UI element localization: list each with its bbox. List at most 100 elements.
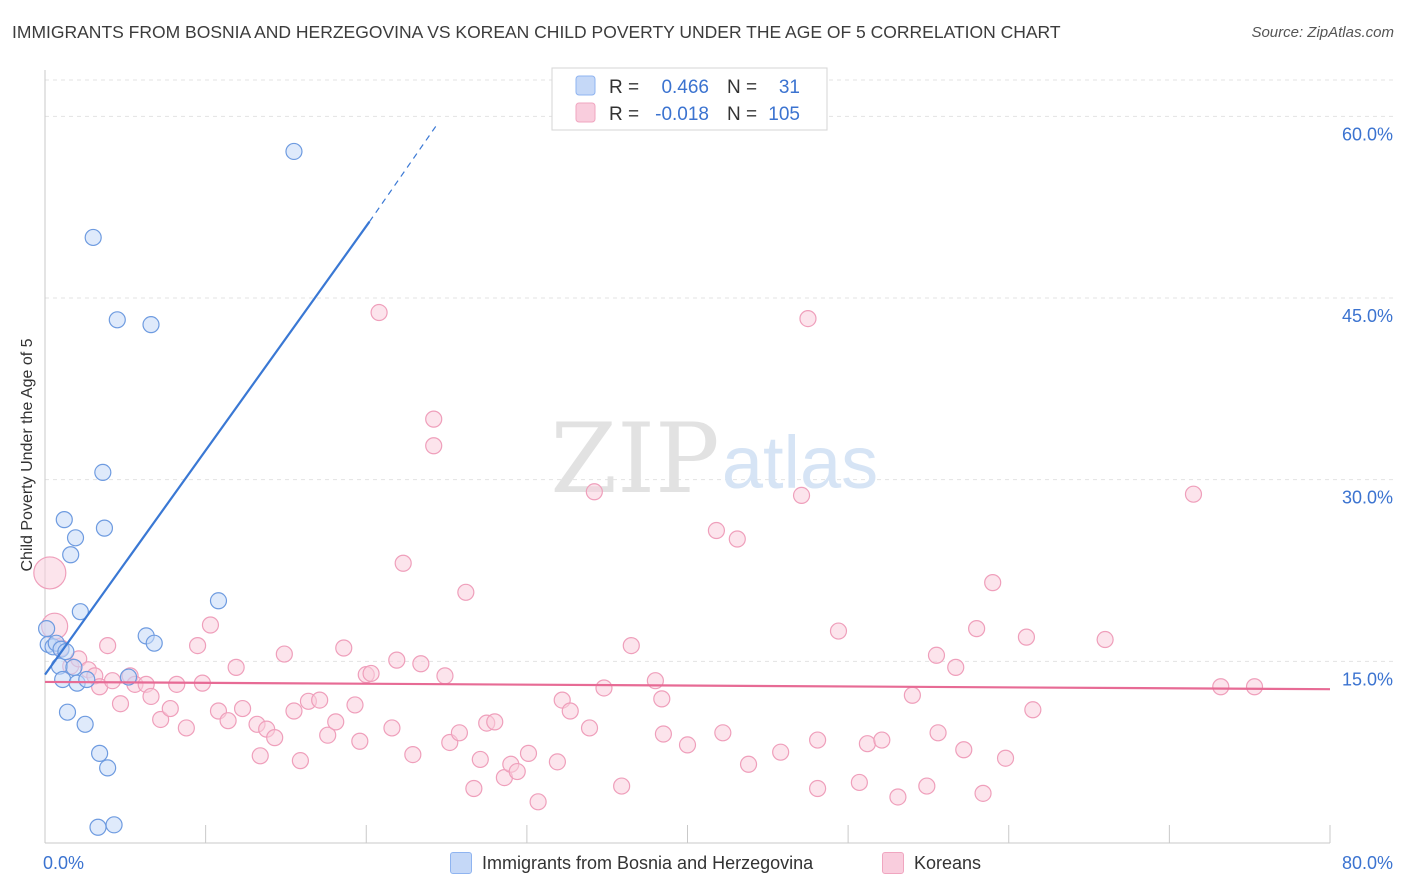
data-point <box>285 142 303 161</box>
data-point <box>394 554 412 572</box>
stats-box: R = 0.466 N = 31 R = -0.018 N = 105 <box>551 67 828 131</box>
data-point <box>929 724 947 742</box>
data-point <box>425 410 443 428</box>
data-point <box>94 463 112 481</box>
data-point <box>585 483 603 501</box>
data-point <box>561 702 579 720</box>
data-point <box>714 724 732 742</box>
data-point <box>873 731 891 749</box>
data-point <box>319 726 337 744</box>
data-point <box>792 486 811 505</box>
legend-swatch-bosnia <box>450 852 472 874</box>
data-point <box>1184 485 1203 503</box>
data-point <box>233 699 252 718</box>
data-point <box>1245 678 1264 696</box>
series-koreans <box>33 303 1264 811</box>
stats-swatch-bosnia <box>575 75 596 96</box>
data-point <box>595 679 613 697</box>
data-point <box>89 818 107 836</box>
data-point <box>351 732 369 750</box>
y-tick-label: 60.0% <box>1342 124 1393 144</box>
stats-r-label-1: R = <box>609 77 639 98</box>
data-point <box>209 592 228 610</box>
data-point <box>809 731 827 749</box>
data-point <box>984 574 1002 592</box>
data-point <box>71 603 89 621</box>
data-point <box>654 725 673 743</box>
legend-label-koreans: Koreans <box>914 852 982 873</box>
stats-r-value-1: 0.466 <box>661 77 709 98</box>
legend-item-koreans: Koreans <box>882 852 981 874</box>
data-point <box>799 309 817 328</box>
y-tick-label: 45.0% <box>1342 306 1393 326</box>
data-point <box>91 744 109 762</box>
data-point <box>335 639 353 657</box>
data-point <box>622 636 640 655</box>
data-point <box>486 713 504 731</box>
legend-label-bosnia: Immigrants from Bosnia and Herzegovina <box>482 852 814 873</box>
x-tick-labels: 0.0% 80.0% <box>43 853 1393 873</box>
data-point <box>291 752 309 770</box>
data-point <box>62 546 80 564</box>
stats-r-value-2: -0.018 <box>655 104 709 125</box>
data-point <box>84 228 102 247</box>
data-point <box>678 736 697 754</box>
data-point <box>119 668 138 686</box>
source-label: Source: ZipAtlas.com <box>1251 24 1394 41</box>
data-point <box>450 724 469 742</box>
data-point <box>457 583 475 601</box>
x-tick-label-max: 80.0% <box>1342 853 1393 873</box>
data-point <box>548 753 566 771</box>
data-point <box>425 437 443 455</box>
data-point <box>1017 628 1036 646</box>
data-point <box>772 743 790 761</box>
data-point <box>58 703 77 721</box>
data-point <box>55 511 73 529</box>
data-point <box>465 779 483 798</box>
data-point <box>346 696 364 714</box>
data-point <box>161 699 179 718</box>
data-point <box>327 713 345 731</box>
trend-line-koreans <box>44 680 1331 691</box>
data-point <box>142 687 160 706</box>
data-point <box>996 749 1015 767</box>
legend-item-bosnia: Immigrants from Bosnia and Herzegovina <box>450 852 813 874</box>
data-point <box>76 715 94 733</box>
data-point <box>99 636 117 655</box>
legend-swatch-koreans <box>882 852 904 874</box>
data-point <box>653 690 671 708</box>
data-point <box>529 793 547 811</box>
data-point <box>809 779 827 798</box>
data-point <box>251 747 269 765</box>
stats-n-label-2: N = <box>727 104 757 125</box>
data-point <box>1096 630 1114 649</box>
data-point <box>33 556 67 590</box>
data-point <box>177 719 195 737</box>
data-point <box>168 675 186 693</box>
grid-lines <box>45 79 1395 662</box>
data-point <box>1212 678 1230 696</box>
data-point <box>108 311 126 329</box>
data-point <box>105 816 123 834</box>
data-point <box>65 658 83 676</box>
trend-lines <box>44 122 1331 691</box>
data-point <box>201 616 220 634</box>
y-tick-labels: 15.0% 30.0% 45.0% 60.0% <box>1342 124 1393 689</box>
data-point <box>903 686 921 704</box>
data-point <box>947 658 965 676</box>
trend-line-bosnia <box>44 221 371 676</box>
stats-n-value-2: 105 <box>768 104 800 125</box>
stats-n-value-1: 31 <box>779 77 800 98</box>
stats-n-label-1: N = <box>727 77 757 98</box>
data-point <box>227 658 245 676</box>
data-point <box>850 773 868 792</box>
data-point <box>266 729 284 747</box>
data-point <box>613 777 631 795</box>
watermark-zip: ZIP <box>550 403 719 515</box>
data-point <box>152 710 170 729</box>
data-point <box>829 622 848 640</box>
data-point <box>436 667 454 685</box>
data-point <box>955 741 973 759</box>
data-point <box>889 788 907 806</box>
